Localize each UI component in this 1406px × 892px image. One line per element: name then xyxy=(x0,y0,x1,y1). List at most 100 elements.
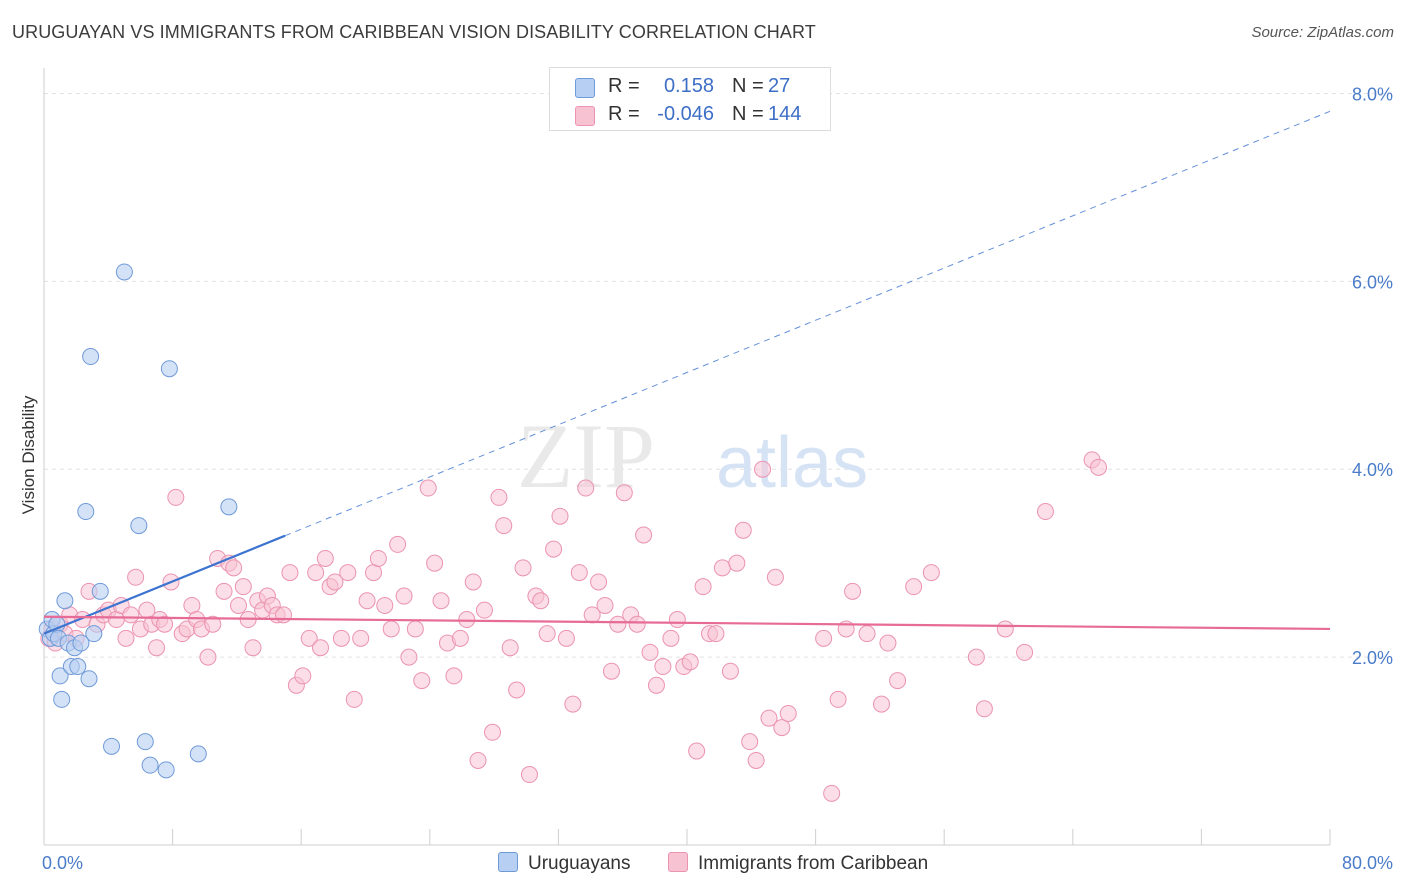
uruguayan-point xyxy=(82,348,100,366)
legend-swatch-caribbean xyxy=(575,106,595,126)
caribbean-point xyxy=(766,568,784,586)
caribbean-point xyxy=(352,629,370,647)
caribbean-point xyxy=(508,681,526,699)
correlation-legend: R = 0.158 N = 27 R = -0.046 N = 144 xyxy=(549,67,831,131)
caribbean-point xyxy=(879,634,897,652)
caribbean-point xyxy=(823,784,841,802)
y-tick-label: 8.0% xyxy=(1352,84,1393,104)
series-uruguayan xyxy=(38,263,238,779)
caribbean-point xyxy=(557,629,575,647)
legend-n-value: 144 xyxy=(768,103,802,125)
caribbean-point xyxy=(688,742,706,760)
caribbean-point xyxy=(275,606,293,624)
caribbean-point xyxy=(609,615,627,633)
caribbean-point xyxy=(1090,458,1108,476)
caribbean-point xyxy=(635,526,653,544)
caribbean-point xyxy=(641,643,659,661)
uruguayan-point xyxy=(130,517,148,535)
caribbean-point xyxy=(107,611,125,629)
caribbean-point xyxy=(858,625,876,643)
caribbean-point xyxy=(426,554,444,572)
uruguayan-point xyxy=(85,625,103,643)
caribbean-point xyxy=(754,460,772,478)
axis-labels: Vision Disability 0.0% 80.0% xyxy=(19,395,1393,873)
caribbean-point xyxy=(713,559,731,577)
legend-n-label: N = xyxy=(732,75,764,97)
caribbean-point xyxy=(628,615,646,633)
caribbean-point xyxy=(332,629,350,647)
caribbean-point xyxy=(369,549,387,567)
caribbean-point xyxy=(654,658,672,676)
caribbean-point xyxy=(117,629,135,647)
caribbean-point xyxy=(922,564,940,582)
caribbean-point xyxy=(475,601,493,619)
caribbean-point xyxy=(490,488,508,506)
caribbean-point xyxy=(728,554,746,572)
caribbean-point xyxy=(234,578,252,596)
caribbean-point xyxy=(395,587,413,605)
bottom-legend-label-caribbean: Immigrants from Caribbean xyxy=(698,853,929,874)
y-tick-labels: 2.0% 4.0% 6.0% 8.0% xyxy=(1352,84,1393,668)
caribbean-point xyxy=(365,564,383,582)
caribbean-point xyxy=(996,620,1014,638)
uruguayan-point xyxy=(136,733,154,751)
caribbean-point xyxy=(294,667,312,685)
caribbean-point xyxy=(127,568,145,586)
x-tick-label-end: 80.0% xyxy=(1342,853,1393,873)
caribbean-point xyxy=(873,695,891,713)
caribbean-point xyxy=(413,672,431,690)
caribbean-point xyxy=(400,648,418,666)
caribbean-point xyxy=(311,639,329,657)
caribbean-point xyxy=(545,540,563,558)
caribbean-point xyxy=(281,564,299,582)
caribbean-point xyxy=(199,648,217,666)
caribbean-point xyxy=(345,690,363,708)
uruguayan-point xyxy=(220,498,238,516)
caribbean-point xyxy=(183,596,201,614)
chart-title: URUGUAYAN VS IMMIGRANTS FROM CARIBBEAN V… xyxy=(12,22,816,42)
legend-n-label: N = xyxy=(732,103,764,125)
bottom-legend-swatch-caribbean xyxy=(668,852,688,872)
caribbean-point xyxy=(596,596,614,614)
caribbean-point xyxy=(501,639,519,657)
caribbean-point xyxy=(590,573,608,591)
caribbean-point xyxy=(967,648,985,666)
caribbean-point xyxy=(483,723,501,741)
x-tick-label-start: 0.0% xyxy=(42,853,83,873)
source-label: Source: ZipAtlas.com xyxy=(1251,24,1394,41)
caribbean-point xyxy=(662,629,680,647)
uruguayan-point xyxy=(56,592,74,610)
caribbean-point xyxy=(577,479,595,497)
uruguayan-point xyxy=(157,761,175,779)
watermark-atlas: atlas xyxy=(716,423,868,503)
y-axis-label: Vision Disability xyxy=(19,395,38,514)
caribbean-point xyxy=(300,629,318,647)
bottom-legend-swatch-uruguayans xyxy=(498,852,518,872)
caribbean-point xyxy=(760,709,778,727)
uruguayan-point xyxy=(77,503,95,521)
caribbean-point xyxy=(694,578,712,596)
uruguayan-point xyxy=(72,634,90,652)
caribbean-point xyxy=(406,620,424,638)
bottom-legend-uruguayans: Uruguayans xyxy=(498,852,630,875)
uruguayan-point xyxy=(115,263,133,281)
uruguayan-point xyxy=(141,756,159,774)
caribbean-point xyxy=(451,629,469,647)
caribbean-point xyxy=(514,559,532,577)
caribbean-point xyxy=(1016,643,1034,661)
caribbean-point xyxy=(307,564,325,582)
legend-n-value: 27 xyxy=(768,75,791,97)
caribbean-point xyxy=(458,611,476,629)
caribbean-point xyxy=(815,629,833,647)
y-tick-label: 6.0% xyxy=(1352,272,1393,292)
uruguayan-point xyxy=(80,670,98,688)
caribbean-point xyxy=(844,582,862,600)
y-tick-label: 2.0% xyxy=(1352,648,1393,668)
caribbean-point xyxy=(316,549,334,567)
caribbean-point xyxy=(230,596,248,614)
legend-swatch-uruguayans xyxy=(575,78,595,98)
caribbean-point xyxy=(741,733,759,751)
caribbean-point xyxy=(551,507,569,525)
caribbean-point xyxy=(773,719,791,737)
